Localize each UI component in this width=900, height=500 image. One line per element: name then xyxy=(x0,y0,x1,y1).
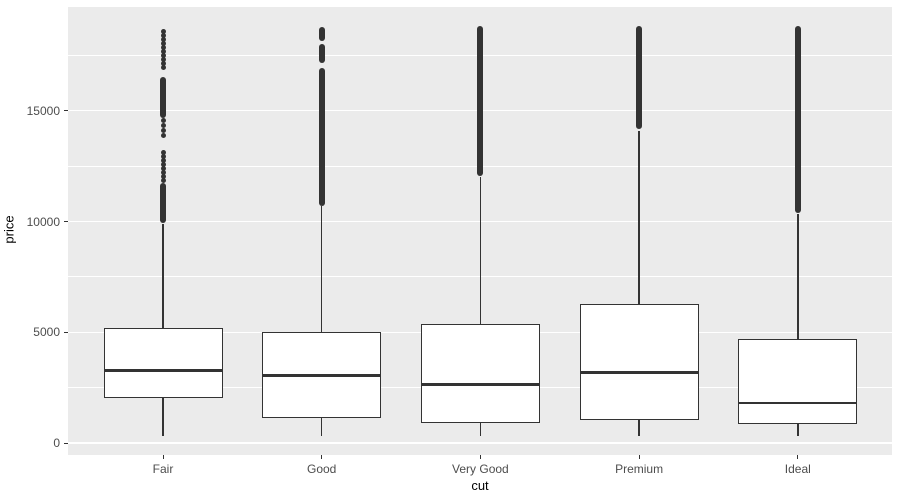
lower-whisker-line xyxy=(162,397,164,436)
outlier-segment xyxy=(477,26,484,176)
lower-whisker-line xyxy=(479,422,482,436)
box-iqr xyxy=(420,324,540,423)
outlier-dot xyxy=(160,65,166,71)
outlier-dot xyxy=(160,123,166,129)
outlier-dot xyxy=(160,161,166,167)
outlier-dot xyxy=(160,173,166,179)
y-tick-label: 10000 xyxy=(26,214,60,229)
x-tick-label: Premium xyxy=(615,462,664,476)
outlier-dot xyxy=(160,177,166,183)
outlier-dot xyxy=(160,133,166,139)
outlier-dot xyxy=(160,169,166,175)
outlier-segment xyxy=(160,77,166,118)
upper-whisker-line xyxy=(320,206,323,332)
outlier-dot xyxy=(160,165,166,171)
upper-whisker-line xyxy=(162,223,164,328)
x-tick-mark xyxy=(162,455,164,459)
y-tick-mark xyxy=(64,331,68,333)
outlier-dot xyxy=(160,61,166,67)
outlier-dot xyxy=(160,153,166,159)
outlier-segment xyxy=(318,26,325,41)
x-tick-mark xyxy=(638,455,640,459)
median-line xyxy=(738,401,858,405)
outlier-dot xyxy=(160,157,166,163)
outlier-dot xyxy=(160,57,166,63)
outlier-dot xyxy=(160,49,166,55)
upper-whisker-line xyxy=(797,213,799,340)
lower-whisker-line xyxy=(320,417,323,436)
plot-panel xyxy=(68,7,892,455)
major-gridline xyxy=(68,442,892,444)
y-tick-label: 15000 xyxy=(26,103,60,118)
x-tick-mark xyxy=(321,455,323,459)
outlier-dot xyxy=(160,37,166,43)
x-axis-title: cut xyxy=(471,478,489,493)
y-tick-mark xyxy=(64,221,68,223)
y-tick-mark xyxy=(64,110,68,112)
box-iqr xyxy=(579,303,699,420)
outlier-dot xyxy=(160,149,166,155)
lower-whisker-line xyxy=(638,420,640,436)
outlier-dot xyxy=(160,45,166,51)
y-tick-mark xyxy=(64,442,68,444)
outlier-dot xyxy=(160,128,166,134)
median-line xyxy=(262,374,382,377)
x-tick-mark xyxy=(479,455,481,459)
outlier-segment xyxy=(636,26,643,130)
median-line xyxy=(103,369,223,372)
box-iqr xyxy=(738,339,858,424)
x-tick-mark xyxy=(797,455,799,459)
outlier-segment xyxy=(318,67,325,206)
outlier-segment xyxy=(160,183,166,224)
y-axis-title: price xyxy=(1,215,17,244)
lower-whisker-line xyxy=(797,423,799,436)
outlier-segment xyxy=(794,26,801,214)
outlier-segment xyxy=(318,43,325,63)
outlier-dot xyxy=(160,29,166,35)
x-tick-label: Good xyxy=(307,462,337,476)
outlier-dot xyxy=(160,41,166,47)
upper-whisker-line xyxy=(638,130,640,304)
x-tick-label: Ideal xyxy=(784,462,811,476)
x-tick-label: Very Good xyxy=(452,462,509,476)
y-tick-label: 5000 xyxy=(33,325,60,340)
outlier-dot xyxy=(160,33,166,39)
outlier-dot xyxy=(160,53,166,59)
y-tick-label: 0 xyxy=(53,436,60,451)
upper-whisker-line xyxy=(479,177,482,325)
x-tick-label: Fair xyxy=(152,462,174,476)
median-line xyxy=(579,371,699,374)
median-line xyxy=(420,383,540,386)
box-iqr xyxy=(103,327,223,398)
outlier-dot xyxy=(160,118,166,124)
